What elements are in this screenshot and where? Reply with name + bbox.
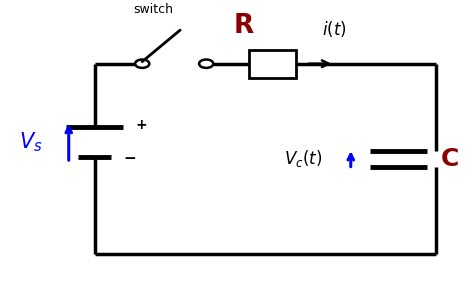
Text: R: R	[234, 12, 254, 39]
Text: +: +	[135, 118, 147, 132]
Text: $V_c(t)$: $V_c(t)$	[284, 148, 322, 169]
Bar	[249, 50, 296, 78]
Text: switch: switch	[134, 3, 173, 16]
Text: $i(t)$: $i(t)$	[322, 19, 346, 39]
Text: −: −	[123, 151, 136, 166]
Text: $V_s$: $V_s$	[19, 130, 43, 154]
Text: C: C	[441, 147, 459, 171]
